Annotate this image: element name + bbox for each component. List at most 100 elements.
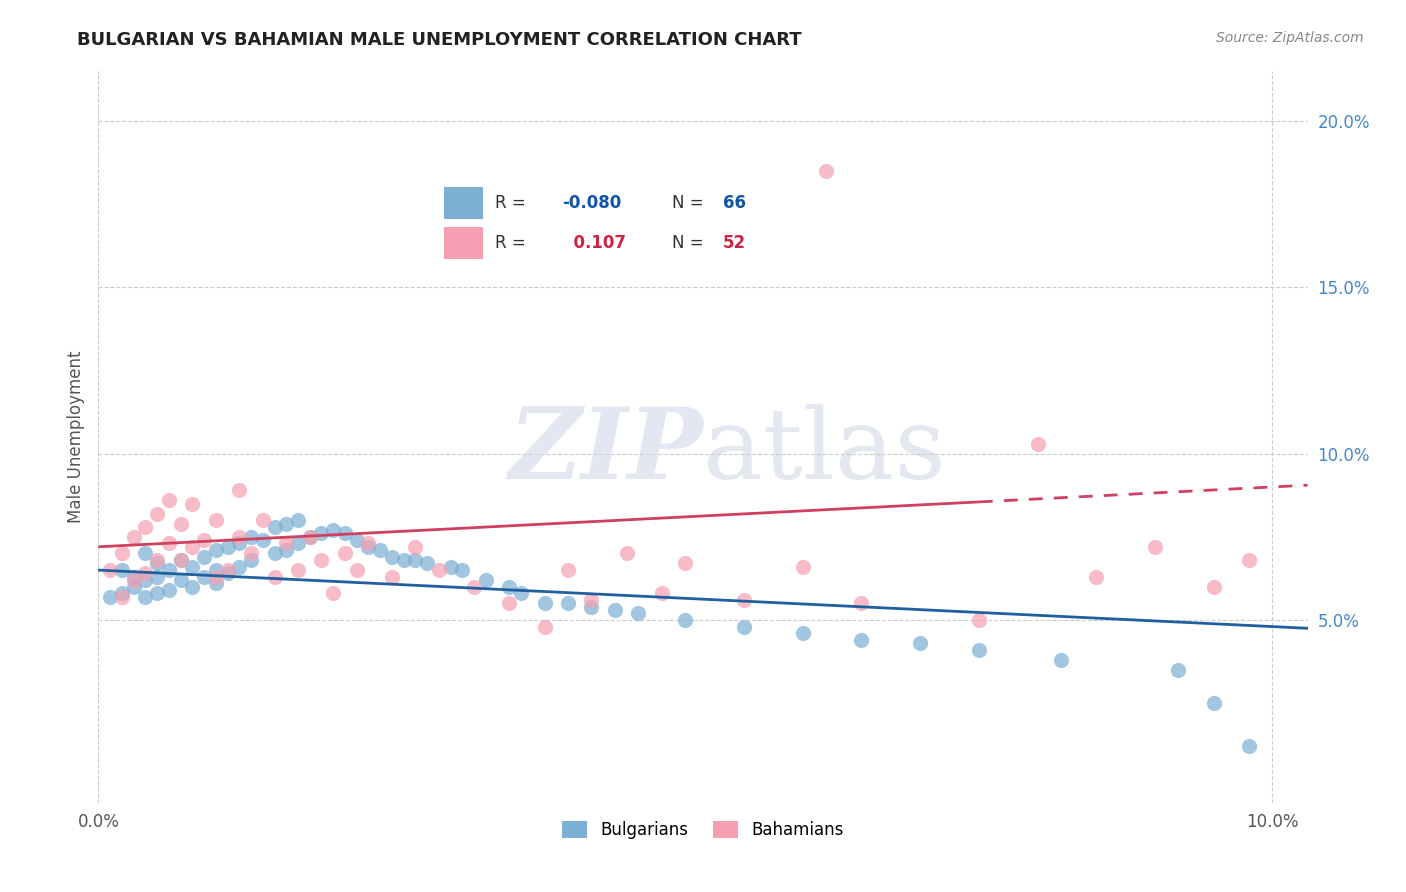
Point — [298, 530, 321, 544]
Point — [581, 593, 603, 607]
Text: N =: N = — [672, 234, 709, 252]
Point — [193, 533, 215, 548]
Point — [181, 497, 204, 511]
Point — [204, 543, 226, 558]
Point — [98, 590, 121, 604]
Text: BULGARIAN VS BAHAMIAN MALE UNEMPLOYMENT CORRELATION CHART: BULGARIAN VS BAHAMIAN MALE UNEMPLOYMENT … — [77, 31, 801, 49]
Point — [111, 563, 134, 577]
Legend: Bulgarians, Bahamians: Bulgarians, Bahamians — [555, 814, 851, 846]
Text: 52: 52 — [723, 234, 747, 252]
Point — [908, 636, 931, 650]
Point — [111, 586, 134, 600]
Point — [368, 543, 391, 558]
Point — [252, 513, 274, 527]
Point — [346, 533, 368, 548]
Point — [228, 536, 250, 550]
Point — [427, 563, 450, 577]
Text: R =: R = — [495, 194, 531, 212]
FancyBboxPatch shape — [444, 227, 484, 259]
Text: 66: 66 — [723, 194, 747, 212]
Point — [134, 546, 156, 560]
Point — [169, 553, 191, 567]
Point — [169, 516, 191, 531]
Point — [733, 593, 755, 607]
Point — [1026, 436, 1049, 450]
Point — [122, 573, 145, 587]
Point — [287, 536, 309, 550]
Point — [157, 536, 180, 550]
Point — [228, 559, 250, 574]
Point — [228, 530, 250, 544]
Point — [122, 530, 145, 544]
Point — [357, 540, 380, 554]
Point — [475, 573, 498, 587]
Point — [967, 613, 990, 627]
Point — [557, 596, 579, 610]
Point — [146, 553, 169, 567]
FancyBboxPatch shape — [444, 187, 484, 219]
Text: R =: R = — [495, 234, 531, 252]
Point — [217, 563, 239, 577]
Point — [263, 520, 285, 534]
Point — [1237, 739, 1260, 754]
Point — [851, 632, 873, 647]
Point — [287, 513, 309, 527]
Point — [204, 513, 226, 527]
Point — [98, 563, 121, 577]
Point — [510, 586, 533, 600]
Point — [111, 546, 134, 560]
Point — [204, 576, 226, 591]
Point — [1167, 663, 1189, 677]
Text: N =: N = — [672, 194, 709, 212]
Point — [181, 559, 204, 574]
Point — [240, 530, 263, 544]
Point — [311, 526, 333, 541]
Point — [146, 507, 169, 521]
Y-axis label: Male Unemployment: Male Unemployment — [66, 351, 84, 524]
Point — [673, 557, 696, 571]
Point — [967, 643, 990, 657]
Point — [651, 586, 673, 600]
Point — [533, 596, 555, 610]
Point — [263, 570, 285, 584]
Point — [616, 546, 638, 560]
Point — [263, 546, 285, 560]
Point — [673, 613, 696, 627]
Point — [333, 526, 356, 541]
Point — [157, 582, 180, 597]
Point — [1050, 653, 1073, 667]
Point — [276, 536, 298, 550]
Point — [381, 549, 404, 564]
Point — [181, 580, 204, 594]
Point — [146, 586, 169, 600]
Point — [111, 590, 134, 604]
Point — [204, 563, 226, 577]
Point — [169, 573, 191, 587]
Point — [276, 543, 298, 558]
Point — [228, 483, 250, 498]
Point — [322, 523, 344, 537]
Text: 0.107: 0.107 — [562, 234, 626, 252]
Text: Source: ZipAtlas.com: Source: ZipAtlas.com — [1216, 31, 1364, 45]
Point — [181, 540, 204, 554]
Point — [193, 549, 215, 564]
Point — [1237, 553, 1260, 567]
Text: -0.080: -0.080 — [562, 194, 621, 212]
Point — [157, 493, 180, 508]
Point — [463, 580, 485, 594]
Point — [533, 619, 555, 633]
Point — [240, 546, 263, 560]
Point — [157, 563, 180, 577]
Point — [204, 570, 226, 584]
Point — [252, 533, 274, 548]
Point — [416, 557, 439, 571]
Point — [357, 536, 380, 550]
Point — [581, 599, 603, 614]
Point — [733, 619, 755, 633]
Point — [1143, 540, 1166, 554]
Point — [346, 563, 368, 577]
Point — [333, 546, 356, 560]
Point — [792, 559, 814, 574]
Point — [146, 557, 169, 571]
Point — [287, 563, 309, 577]
